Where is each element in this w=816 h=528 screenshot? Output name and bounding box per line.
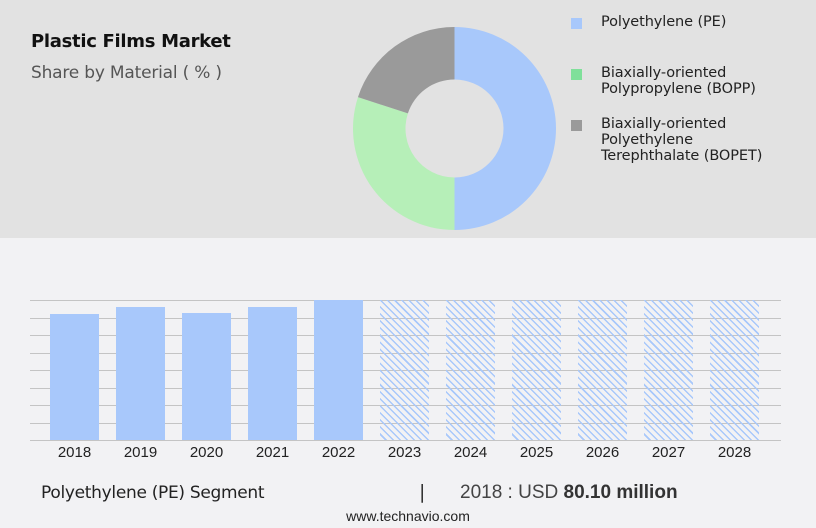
x-axis-label: 2022 (321, 444, 356, 461)
chart-title: Plastic Films Market (31, 31, 231, 52)
x-axis-label: 2025 (519, 444, 554, 461)
donut-slice (357, 27, 455, 114)
x-axis-label: 2019 (123, 444, 158, 461)
x-axis-label: 2018 (57, 444, 92, 461)
legend-label: Polyethylene (PE) (601, 14, 727, 30)
x-axis-label: 2023 (387, 444, 422, 461)
x-axis-label: 2028 (717, 444, 752, 461)
x-axis-label: 2027 (651, 444, 686, 461)
x-axis-label: 2026 (585, 444, 620, 461)
forecast-bar (578, 300, 627, 440)
bar (116, 306, 165, 440)
segment-value: 2018 : USD 80.10 million (460, 482, 678, 504)
bar-chart: 2018 2019 2020 2021 2022 2023 2024 2025 2026 2027… (0, 290, 816, 470)
bar (50, 314, 99, 440)
donut-chart (353, 27, 556, 230)
legend-label: Biaxially-oriented Polypropylene (BOPP) (601, 65, 756, 97)
x-axis-label: 2024 (453, 444, 488, 461)
forecast-bar (710, 300, 759, 440)
x-axis-label: 2021 (255, 444, 290, 461)
legend-swatch-bopp (571, 69, 582, 80)
bar (248, 306, 297, 440)
legend-item-pe: Polyethylene (PE) (570, 14, 726, 30)
legend-swatch-pe (571, 18, 582, 29)
gridline (30, 440, 781, 441)
source-url: www.technavio.com (346, 508, 470, 524)
bar (182, 313, 231, 440)
chart-subtitle: Share by Material ( % ) (31, 63, 222, 83)
top-panel: Plastic Films Market Share by Material (… (0, 0, 816, 238)
segment-label: Polyethylene (PE) Segment (41, 483, 265, 503)
donut-slice (353, 97, 455, 230)
legend-swatch-bopet (571, 120, 582, 131)
legend-item-bopet: Biaxially-oriented Polyethylene Terephth… (570, 116, 762, 164)
forecast-bar (446, 300, 495, 440)
footer-separator: | (419, 481, 426, 503)
legend-item-bopp: Biaxially-oriented Polypropylene (BOPP) (570, 65, 756, 97)
forecast-bar (512, 300, 561, 440)
bar (314, 300, 363, 440)
x-axis-label: 2020 (189, 444, 224, 461)
value-prefix: 2018 : USD (460, 482, 564, 503)
donut-slice (454, 27, 556, 230)
forecast-bar (380, 300, 429, 440)
value-amount: 80.10 million (563, 482, 678, 503)
legend-label: Biaxially-oriented Polyethylene Terephth… (601, 116, 763, 164)
forecast-bar (644, 300, 693, 440)
